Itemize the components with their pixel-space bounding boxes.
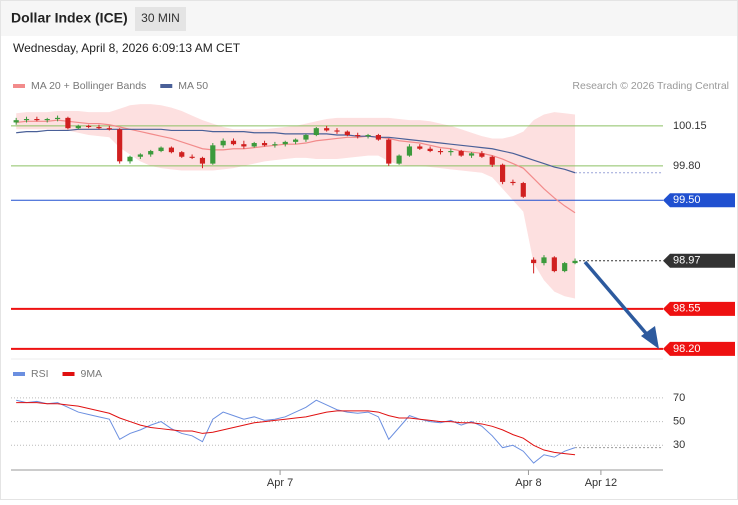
candle-body [96, 127, 102, 129]
candle-body [541, 257, 547, 264]
candle-body [572, 260, 578, 264]
candle-body [44, 119, 50, 121]
candle-body [551, 257, 557, 272]
candle-body [261, 143, 268, 146]
arrow-shaft [583, 260, 652, 340]
legend-swatch [13, 84, 25, 88]
candle-body [220, 140, 226, 146]
legend-label: MA 50 [178, 80, 208, 92]
candle-body [127, 156, 133, 162]
legend-label: RSI [31, 368, 49, 380]
candle-body [75, 125, 81, 129]
candle-body [562, 263, 568, 272]
candle-body [489, 156, 495, 165]
interval[interactable]: 30 MIN [141, 11, 180, 25]
rsi-line [16, 402, 576, 456]
candle-body [241, 144, 247, 147]
interval-badge[interactable] [135, 7, 186, 31]
candle-body [510, 181, 516, 184]
forecast-arrow [583, 260, 659, 349]
rsi-line [16, 399, 576, 464]
candle-body [520, 183, 526, 197]
level-label: 98.55 [673, 303, 701, 315]
candle-body [458, 151, 464, 156]
candle-body [137, 154, 143, 157]
date: Wednesday, April 8, 2026 6:09:13 AM CET [13, 41, 241, 55]
candle-body [448, 151, 454, 153]
candle-body [189, 156, 195, 158]
candle-body [34, 119, 40, 121]
candle-body [334, 130, 340, 132]
candle-body [54, 117, 61, 120]
level-badge [663, 193, 735, 208]
credit: Research © 2026 Trading Central [572, 80, 729, 92]
y-tick-label: 50 [673, 415, 685, 427]
candle-body [13, 120, 19, 123]
candle-body [148, 151, 154, 155]
candle-body [106, 128, 112, 130]
y-tick-label: 30 [673, 439, 685, 451]
candle-body [199, 157, 206, 164]
candle-body [23, 119, 30, 121]
header-bar [1, 1, 737, 36]
level-badge [663, 341, 735, 356]
x-tick-label: Apr 7 [267, 477, 293, 489]
candle-body [437, 151, 444, 153]
candle-body [386, 139, 392, 164]
candle-body [117, 129, 123, 162]
x-tick-label: Apr 12 [585, 477, 617, 489]
level-label: 100.15 [673, 120, 707, 132]
candle-body [344, 131, 350, 136]
level-badge [663, 253, 735, 268]
candle-body [531, 259, 537, 264]
candle-body [396, 155, 402, 164]
candle-body [427, 148, 433, 152]
candle-body [355, 135, 361, 137]
title: Dollar Index (ICE) [11, 10, 128, 26]
candle-body [65, 117, 71, 129]
level-badge [663, 301, 735, 316]
legend-swatch [62, 372, 75, 376]
candle-body [365, 135, 371, 137]
candle-body [313, 128, 319, 136]
level-label: 98.20 [673, 343, 701, 355]
candle-body [406, 146, 413, 156]
candle-body [303, 135, 309, 140]
candle-body [168, 147, 174, 153]
candle-body [179, 152, 185, 157]
candle-body [468, 153, 475, 156]
candle-body [417, 146, 423, 149]
candle-body [324, 128, 330, 131]
x-tick-label: Apr 8 [515, 477, 541, 489]
legend-label: MA 20 + Bollinger Bands [31, 80, 146, 92]
level-label: 99.50 [673, 194, 701, 206]
candle-body [375, 135, 381, 140]
candle-body [251, 143, 257, 147]
arrow-head [641, 326, 659, 349]
bollinger-band [16, 104, 576, 299]
candle-body [293, 139, 299, 142]
level-label: 99.80 [673, 160, 701, 172]
candle-body [500, 164, 506, 182]
candle-body [210, 145, 216, 164]
candle-body [86, 125, 92, 128]
y-tick-label: 70 [673, 392, 685, 404]
candle-body [479, 153, 485, 157]
legend-swatch [160, 84, 173, 88]
level-label: 98.97 [673, 255, 701, 267]
candle-body [158, 147, 164, 152]
candle-body [272, 144, 278, 146]
candle-body [230, 140, 237, 145]
candle-body [282, 141, 288, 145]
legend-swatch [13, 372, 25, 376]
legend-label: 9MA [81, 368, 103, 380]
